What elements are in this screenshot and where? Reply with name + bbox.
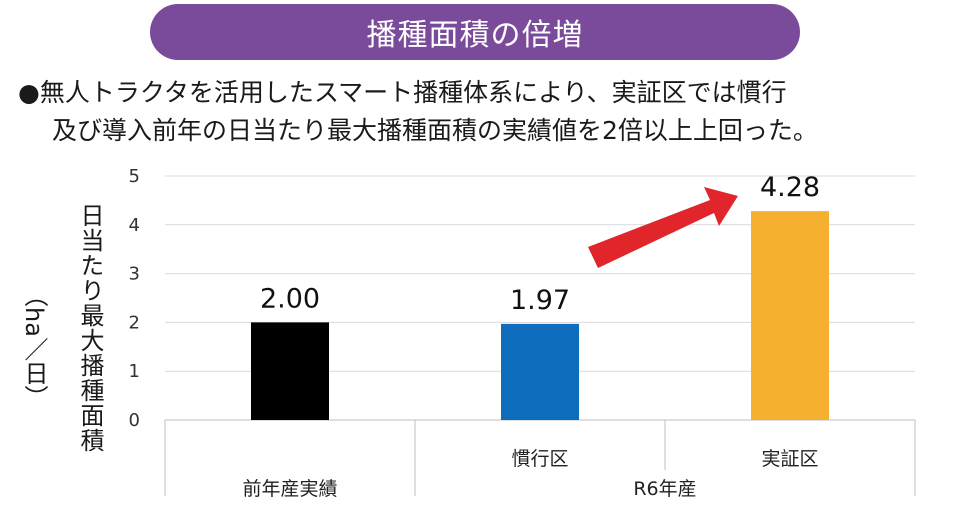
y-tick-label: 5	[129, 166, 140, 187]
y-axis-unit: （ha／日）	[20, 283, 48, 409]
category-label: 慣行区	[511, 448, 568, 470]
category-label: 前年産実績	[242, 478, 337, 500]
category-group-label: R6年産	[633, 478, 696, 500]
y-tick-label: 0	[129, 410, 140, 431]
y-axis-label: 日当たり最大播種面積	[76, 203, 104, 453]
bar	[251, 322, 329, 420]
bar	[751, 211, 829, 420]
bar	[501, 323, 579, 420]
description: ●無人トラクタを活用したスマート播種体系により、実証区では慣行 及び導入前年の日…	[18, 74, 948, 150]
description-line1: ●無人トラクタを活用したスマート播種体系により、実証区では慣行	[18, 78, 787, 107]
data-label: 4.28	[760, 172, 820, 203]
y-tick-label: 1	[129, 361, 140, 382]
category-label: 実証区	[761, 448, 818, 470]
title-banner: 播種面積の倍増	[150, 4, 800, 60]
chart-title: 播種面積の倍増	[366, 18, 584, 53]
data-label: 1.97	[510, 285, 570, 316]
data-label: 2.00	[260, 283, 320, 314]
y-tick-label: 2	[129, 312, 140, 333]
y-tick-label: 3	[129, 264, 140, 285]
description-line2: 及び導入前年の日当たり最大播種面積の実績値を2倍以上上回った。	[52, 116, 818, 145]
annotation-arrow	[588, 187, 738, 268]
y-tick-label: 4	[129, 215, 140, 236]
